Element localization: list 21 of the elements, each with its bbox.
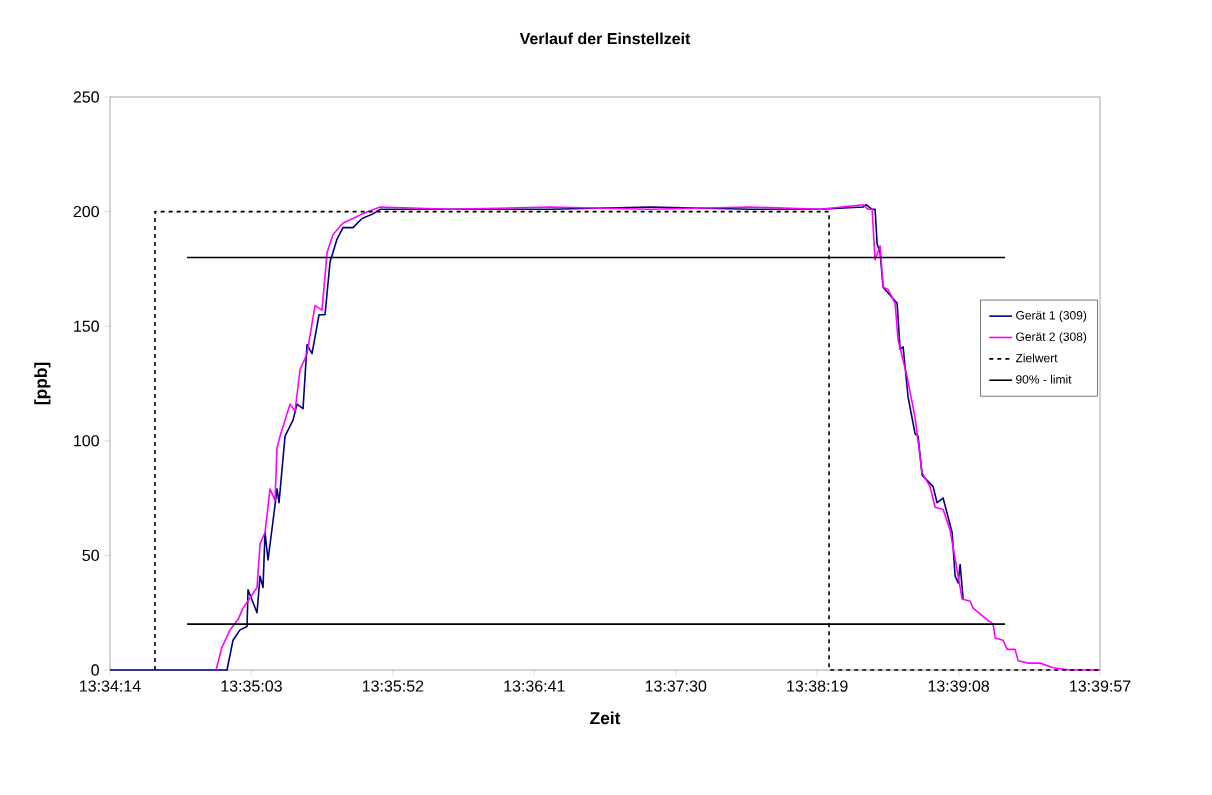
y-tick-label: 150 [74, 320, 99, 332]
legend-label: Gerät 1 (309) [1016, 310, 1087, 322]
legend-label: Gerät 2 (308) [1016, 332, 1087, 344]
legend-label: 90% - limit [1016, 374, 1072, 384]
x-tick-label: 13:35:52 [362, 680, 424, 692]
x-tick-label: 13:37:30 [645, 680, 707, 692]
x-tick-label: 13:39:57 [1070, 680, 1131, 692]
x-tick-label: 13:38:19 [787, 680, 848, 692]
y-tick-label: 200 [73, 205, 99, 218]
y-tick-label: 0 [91, 664, 99, 676]
x-axis-title: Zeit [590, 711, 621, 725]
x-tick-label: 13:35:03 [221, 680, 282, 692]
y-axis-title: [ppb] [34, 362, 51, 405]
x-tick-label: 13:34:14 [80, 680, 141, 692]
x-tick-label: 13:36:41 [504, 680, 565, 692]
legend-label: Zielwert [1015, 353, 1058, 363]
chart-title: Verlauf der Einstellzeit [519, 32, 691, 45]
x-tick-label: 13:39:08 [928, 680, 990, 692]
y-tick-label: 100 [74, 435, 99, 447]
y-tick-label: 250 [73, 91, 99, 103]
y-tick-label: 50 [82, 549, 99, 562]
